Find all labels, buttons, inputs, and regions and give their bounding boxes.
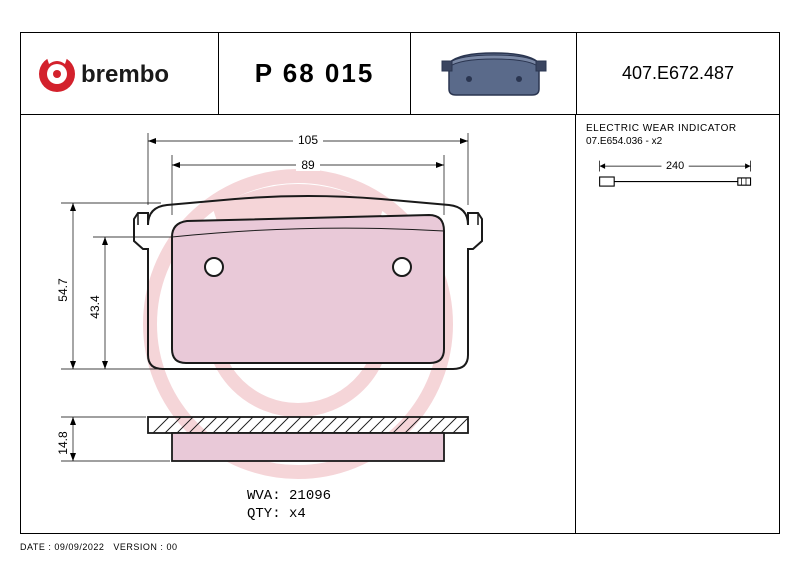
wear-indicator-code: 07.E654.036 - x2 (586, 136, 769, 147)
wear-indicator-title: ELECTRIC WEAR INDICATOR (586, 123, 769, 134)
qty-value: x4 (289, 506, 306, 522)
meta-line: DATE : 09/09/2022 VERSION : 00 (20, 542, 177, 552)
ref-code: 407.E672.487 (622, 63, 734, 84)
pad-thumbnail-icon (434, 45, 554, 103)
svg-text:54.7: 54.7 (56, 278, 70, 302)
part-number: P 68 015 (255, 58, 375, 89)
dim-thickness: 14.8 (56, 417, 170, 461)
pad-front-view (134, 196, 482, 369)
dim-inner-height: 43.4 (88, 237, 181, 369)
part-number-cell: P 68 015 (219, 33, 411, 114)
wva-label: WVA: (247, 488, 281, 504)
thumbnail-cell (411, 33, 577, 114)
wear-length-label: 240 (666, 160, 684, 172)
brand-logo-cell: brembo (21, 33, 219, 114)
date-value: 09/09/2022 (54, 542, 104, 552)
footer-info-block: WVA: 21096 QTY: x4 (247, 487, 331, 523)
qty-label: QTY: (247, 506, 281, 522)
technical-drawing-sheet: brembo P 68 015 407.E672.48 (0, 0, 800, 566)
wva-value: 21096 (289, 488, 331, 504)
drawing-frame: brembo P 68 015 407.E672.48 (20, 32, 780, 534)
brembo-logo: brembo (35, 52, 205, 96)
header-row: brembo P 68 015 407.E672.48 (21, 33, 779, 115)
pad-side-view: line 192 y1="318" x2="208" y2="302"/> (148, 417, 468, 461)
version-value: 00 (166, 542, 177, 552)
svg-text:14.8: 14.8 (56, 431, 70, 455)
version-label: VERSION : (113, 542, 163, 552)
wear-indicator-panel: ELECTRIC WEAR INDICATOR 07.E654.036 - x2… (575, 115, 779, 533)
svg-text:89: 89 (301, 158, 315, 172)
svg-text:43.4: 43.4 (88, 295, 102, 319)
dim-inner-width: 89 (172, 155, 444, 215)
brake-pad-drawing: 105 89 (21, 115, 577, 535)
dim-outer-height: 54.7 (56, 203, 161, 369)
main-drawing-area: 105 89 (21, 115, 575, 533)
svg-text:105: 105 (298, 133, 318, 147)
wear-indicator-diagram: 240 (586, 157, 766, 197)
date-label: DATE : (20, 542, 51, 552)
ref-code-cell: 407.E672.487 (577, 33, 779, 114)
brand-text: brembo (81, 61, 169, 88)
